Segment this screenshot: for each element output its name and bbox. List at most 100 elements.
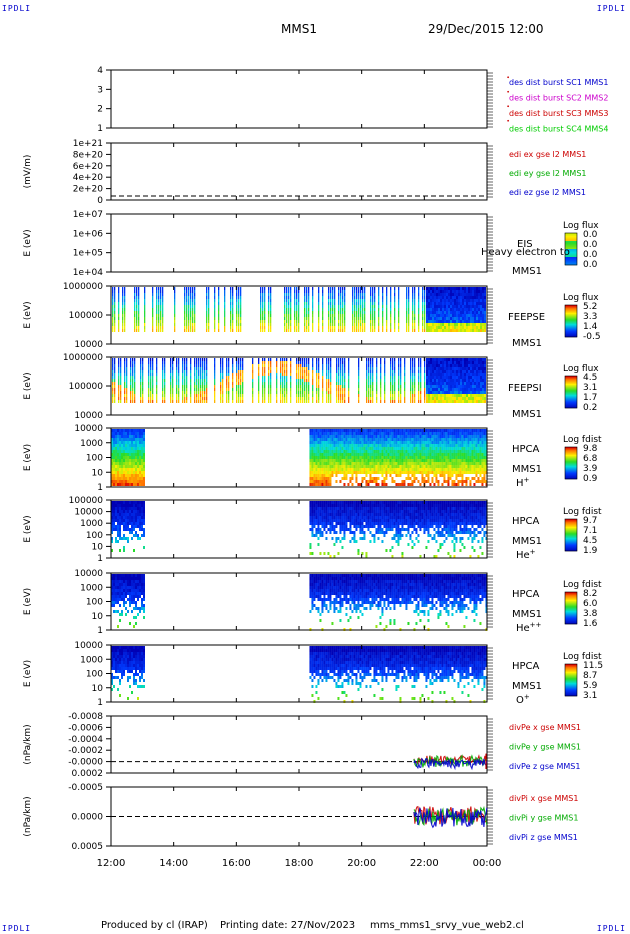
panel-hpca_h-colorbar-cell <box>565 476 577 478</box>
panel-hpca_o-ylabel: E (eV) <box>23 660 33 687</box>
panel-hpca_he-ytick-label: 10 <box>92 542 104 552</box>
panel-divpi-ylabel: (nPa/km) <box>23 796 33 836</box>
panel-hpca_o-instrument-label: HPCA <box>512 661 540 672</box>
panel-hpca_he-ytick-label: 1000 <box>80 519 103 529</box>
panel-feepsi-colorbar-cell <box>565 407 577 409</box>
panel-eis-colorbar-cell <box>565 238 577 240</box>
panel-burst-legend-item: des dist burst SC3 MMS3 <box>509 109 608 118</box>
panel-feepsi-colorbar-cell <box>565 388 577 390</box>
panel-eis-instrument-label: EIS <box>517 239 533 250</box>
panel-hpca_he-ylabel: E (eV) <box>23 515 33 542</box>
panel-feepse-colorbar-cell <box>565 321 577 323</box>
panel-hpca_he-colorbar-cell <box>565 544 577 546</box>
panel-feepsi-colorbar-cell <box>565 393 577 395</box>
panel-hpca_he-colorbar-cell <box>565 550 577 552</box>
panel-feepse-colorbar-cell <box>565 327 577 329</box>
panel-burst-point <box>507 119 510 122</box>
panel-feepsi-spacecraft-label: MMS1 <box>512 409 542 420</box>
panel-hpca_hepp-colorbar-cell <box>565 594 577 596</box>
panel-hpca_he-colorbar-cell <box>565 536 577 538</box>
panel-hpca_he-colorbar-cell <box>565 528 577 530</box>
panel-burst-ytick-label: 2 <box>97 105 103 115</box>
panel-edi-ytick-label: 8e+20 <box>73 150 104 160</box>
panel-edi-legend-item: edi ez gse l2 MMS1 <box>509 188 586 197</box>
panel-hpca_he-colorbar-cell <box>565 521 577 523</box>
panel-divpe-legend-item: divPe y gse MMS1 <box>509 743 581 752</box>
panel-feepsi-instrument-label: FEEPSI <box>508 383 542 394</box>
panel-hpca_he-spacecraft-label: MMS1 <box>512 536 542 547</box>
panel-hpca_h-colorbar-cell <box>565 471 577 473</box>
panel-hpca_h-colorbar-cell <box>565 462 577 464</box>
panel-feepsi-colorbar-cell <box>565 392 577 394</box>
panel-hpca_o-spectrogram <box>111 646 488 703</box>
panel-hpca_hepp-colorbar-cell <box>565 612 577 614</box>
panel-hpca_hepp-colorbar-cell <box>565 606 577 608</box>
panel-hpca_hepp-colorbar-cell <box>565 603 577 605</box>
panel-hpca_he-colorbar-cell <box>565 541 577 543</box>
panel-edi-frame <box>110 142 488 201</box>
panel-hpca_hepp-colorbar-cell <box>565 615 577 617</box>
panel-feepsi-colorbar-cell <box>565 389 577 391</box>
panel-burst-legend-item: des dist burst SC4 MMS4 <box>509 125 608 134</box>
panel-hpca_hepp-species-label: He++ <box>516 621 542 634</box>
panel-hpca_h-colorbar-cell <box>565 474 577 476</box>
panel-divpe-legend-item: divPe z gse MMS1 <box>509 762 580 771</box>
panel-feepsi-colorbar-cell <box>565 385 577 387</box>
panel-hpca_he-species-label: He+ <box>516 548 536 561</box>
panel-hpca_he-colorbar-tick: 1.9 <box>583 546 598 556</box>
panel-hpca_o-colorbar-cell <box>565 678 577 680</box>
panel-eis-frame <box>110 213 488 273</box>
panel-feepse-colorbar-cell <box>565 317 577 319</box>
panel-hpca_hepp-colorbar-frame <box>564 591 578 625</box>
panel-feepsi-colorbar-cell <box>565 383 577 385</box>
panel-hpca_o-colorbar-cell <box>565 679 577 681</box>
panel-hpca_o-colorbar-frame <box>564 663 578 697</box>
panel-hpca_hepp-colorbar-cell <box>565 622 577 624</box>
panel-hpca_o-colorbar-cell <box>565 677 577 679</box>
panel-feepse-ytick-label: 10000 <box>74 340 103 350</box>
panel-feepsi-colorbar-cell <box>565 396 577 398</box>
panel-feepsi-colorbar-cell <box>565 399 577 401</box>
panel-eis-colorbar-tick: 0.0 <box>583 240 598 250</box>
panel-hpca_o-colorbar-cell <box>565 695 577 697</box>
panel-hpca_he-colorbar-cell <box>565 527 577 529</box>
panel-feepsi-colorbar-cell <box>565 380 577 382</box>
panel-hpca_hepp-colorbar-cell <box>565 605 577 607</box>
panel-hpca_h-colorbar-cell <box>565 448 577 450</box>
panel-hpca_h-colorbar-cell <box>565 464 577 466</box>
panel-eis-colorbar-cell <box>565 245 577 247</box>
panel-hpca_o-spacecraft-label: MMS1 <box>512 681 542 692</box>
panel-hpca_h-colorbar-cell <box>565 449 577 451</box>
panel-eis-overlay-text: Heavy electron to <box>481 247 570 258</box>
panel-hpca_o-colorbar-cell <box>565 687 577 689</box>
panel-hpca_he-colorbar-cell <box>565 530 577 532</box>
panel-feepsi-colorbar-cell <box>565 387 577 389</box>
panel-divpi-series-line <box>413 807 488 829</box>
corner-mark-top-left: IPDLI <box>2 4 32 13</box>
panel-hpca_hepp-colorbar-cell <box>565 604 577 606</box>
panel-hpca_he-ytick-label: 100 <box>86 531 103 541</box>
panel-hpca_hepp-colorbar-cell <box>565 613 577 615</box>
panel-feepsi-colorbar-cell <box>565 382 577 384</box>
panel-hpca_h-colorbar-tick: 6.8 <box>583 454 598 464</box>
panel-hpca_hepp-colorbar-cell <box>565 609 577 611</box>
panel-hpca_hepp-ytick-label: 100 <box>86 598 103 608</box>
panel-hpca_o-colorbar-tick: 3.1 <box>583 691 597 701</box>
corner-mark-bottom-left: IPDLI <box>2 924 32 933</box>
panel-hpca_o-colorbar-cell <box>565 680 577 682</box>
panel-eis-colorbar-cell <box>565 243 577 245</box>
panel-hpca_h-colorbar-cell <box>565 477 577 479</box>
panel-feepsi-colorbar-cell <box>565 397 577 399</box>
panel-hpca_h-ylabel: E (eV) <box>23 444 33 471</box>
panel-feepsi-ylabel: E (eV) <box>23 372 33 399</box>
panel-eis-colorbar-cell <box>565 236 577 238</box>
panel-divpi-ytick-label: 0.0000 <box>72 813 104 823</box>
corner-mark-top-right: IPDLI <box>596 4 626 13</box>
panel-hpca_he-colorbar-cell <box>565 525 577 527</box>
panel-feepse-ytick-label: 1000000 <box>63 282 103 292</box>
panel-hpca_hepp-colorbar-cell <box>565 610 577 612</box>
panel-hpca_o-colorbar-cell <box>565 674 577 676</box>
panel-hpca_o-colorbar-cell <box>565 690 577 692</box>
panel-hpca_hepp-colorbar-cell <box>565 614 577 616</box>
